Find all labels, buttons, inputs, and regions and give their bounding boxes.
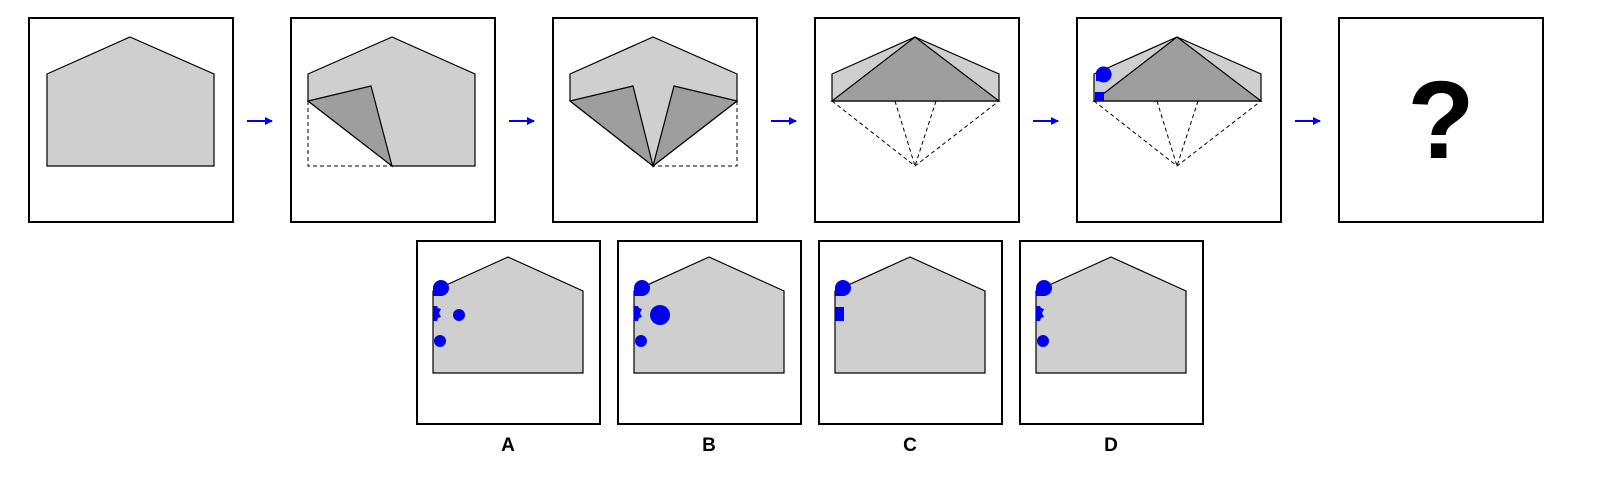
option-label: A (501, 435, 515, 456)
panel-frame (1338, 17, 1544, 223)
punch-hole-circle-icon (453, 309, 465, 321)
option-label: D (1104, 435, 1118, 456)
original-edge-outline (1093, 100, 1262, 167)
unfolded-paper (633, 256, 785, 374)
option-a[interactable]: A (416, 240, 601, 456)
punch-hole-notch-icon (1036, 306, 1044, 321)
paper-sheet (46, 36, 215, 167)
step-1-panel (28, 17, 234, 223)
punch-hole-circle-icon (1096, 66, 1112, 83)
step-3-panel (552, 17, 758, 223)
folded-flap (830, 36, 1001, 102)
folded-flap-left (568, 85, 655, 168)
option-label: B (702, 435, 716, 456)
unfolded-paper (834, 256, 986, 374)
step-2-panel (290, 17, 496, 223)
step-5-panel (1076, 17, 1282, 223)
option-b[interactable]: B (617, 240, 802, 456)
original-edge-outline (307, 101, 392, 167)
punch-hole-circle-icon (434, 335, 446, 347)
punch-hole-circle-icon (433, 280, 449, 296)
punch-hole-circle-icon (635, 335, 647, 347)
option-label: C (903, 435, 917, 456)
question-mark: ? (1407, 59, 1474, 182)
unfolded-paper (432, 256, 584, 374)
punch-hole-square-icon (1095, 92, 1104, 101)
punch-hole-circle-icon (1037, 335, 1049, 347)
option-d[interactable]: D (1019, 240, 1204, 456)
punch-hole-circle-icon (835, 280, 851, 296)
punch-hole-notch-icon (433, 306, 441, 321)
original-edge-outline (653, 101, 738, 167)
step-4-panel (814, 17, 1020, 223)
folded-flap-right (651, 85, 739, 168)
punch-hole-circle-icon (1036, 280, 1052, 296)
step-6-panel: ? (1338, 17, 1544, 223)
unfolded-paper (1035, 256, 1187, 374)
punch-hole-circle-icon (634, 280, 650, 296)
folded-flap (1092, 36, 1263, 102)
punch-hole-notch-icon (634, 306, 642, 321)
punch-hole-large-circle-icon (650, 305, 670, 325)
punch-hole-square-icon (835, 307, 844, 321)
original-edge-outline (831, 100, 1000, 167)
folded-flap (306, 85, 394, 168)
option-c[interactable]: C (818, 240, 1003, 456)
panel-frame (1076, 17, 1282, 223)
